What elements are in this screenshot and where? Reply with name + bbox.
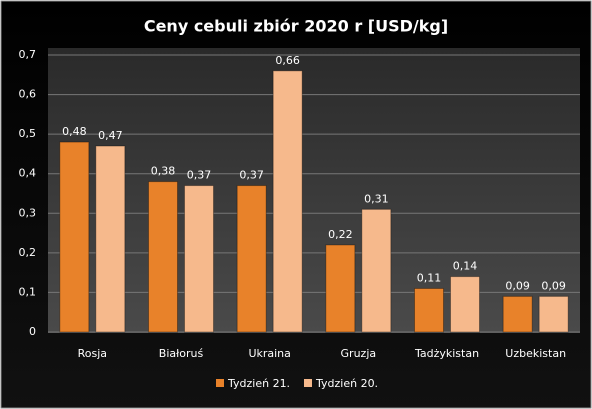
value-label: 0,09: [505, 279, 530, 292]
bar: [414, 287, 444, 333]
x-tick-label: Ukraina: [248, 347, 290, 360]
bar: [538, 295, 569, 333]
x-tick-label: Gruzja: [341, 347, 377, 360]
legend-swatch: [216, 379, 224, 387]
bar: [148, 181, 178, 333]
bar: [272, 70, 303, 333]
value-label: 0,11: [417, 271, 442, 284]
bar: [59, 141, 90, 333]
y-tick-label: 0,3: [19, 206, 37, 219]
value-label: 0,37: [239, 169, 264, 182]
x-tick-label: Białoruś: [159, 347, 204, 360]
value-label: 0,66: [275, 54, 300, 67]
y-tick-label: 0,1: [19, 285, 37, 298]
value-label: 0,37: [187, 169, 212, 182]
bar: [95, 145, 126, 333]
bar: [361, 208, 392, 333]
value-label: 0,38: [151, 165, 176, 178]
y-tick-label: 0,7: [19, 48, 37, 61]
bar: [236, 185, 267, 333]
plot-area: [48, 48, 580, 333]
value-label: 0,48: [62, 125, 87, 138]
value-label: 0,09: [541, 279, 566, 292]
x-tick-label: Tadżykistan: [414, 347, 479, 360]
y-tick-label: 0,6: [19, 88, 37, 101]
x-tick-label: Uzbekistan: [505, 347, 566, 360]
y-tick-label: 0: [29, 325, 36, 338]
bar: [450, 276, 480, 333]
bar: [502, 295, 533, 333]
bar: [325, 244, 356, 333]
value-label: 0,47: [98, 129, 123, 142]
bar: [184, 185, 214, 333]
y-tick-label: 0,4: [19, 167, 37, 180]
value-label: 0,14: [453, 260, 478, 273]
x-tick-label: Rosja: [78, 347, 107, 360]
y-tick-label: 0,5: [19, 127, 37, 140]
legend-label: Tydzień 21.: [227, 377, 290, 390]
y-tick-label: 0,2: [19, 246, 37, 259]
legend-swatch: [304, 379, 312, 387]
value-label: 0,22: [328, 228, 353, 241]
chart-title: Ceny cebuli zbiór 2020 r [USD/kg]: [144, 17, 448, 36]
legend-label: Tydzień 20.: [315, 377, 378, 390]
value-label: 0,31: [364, 192, 389, 205]
